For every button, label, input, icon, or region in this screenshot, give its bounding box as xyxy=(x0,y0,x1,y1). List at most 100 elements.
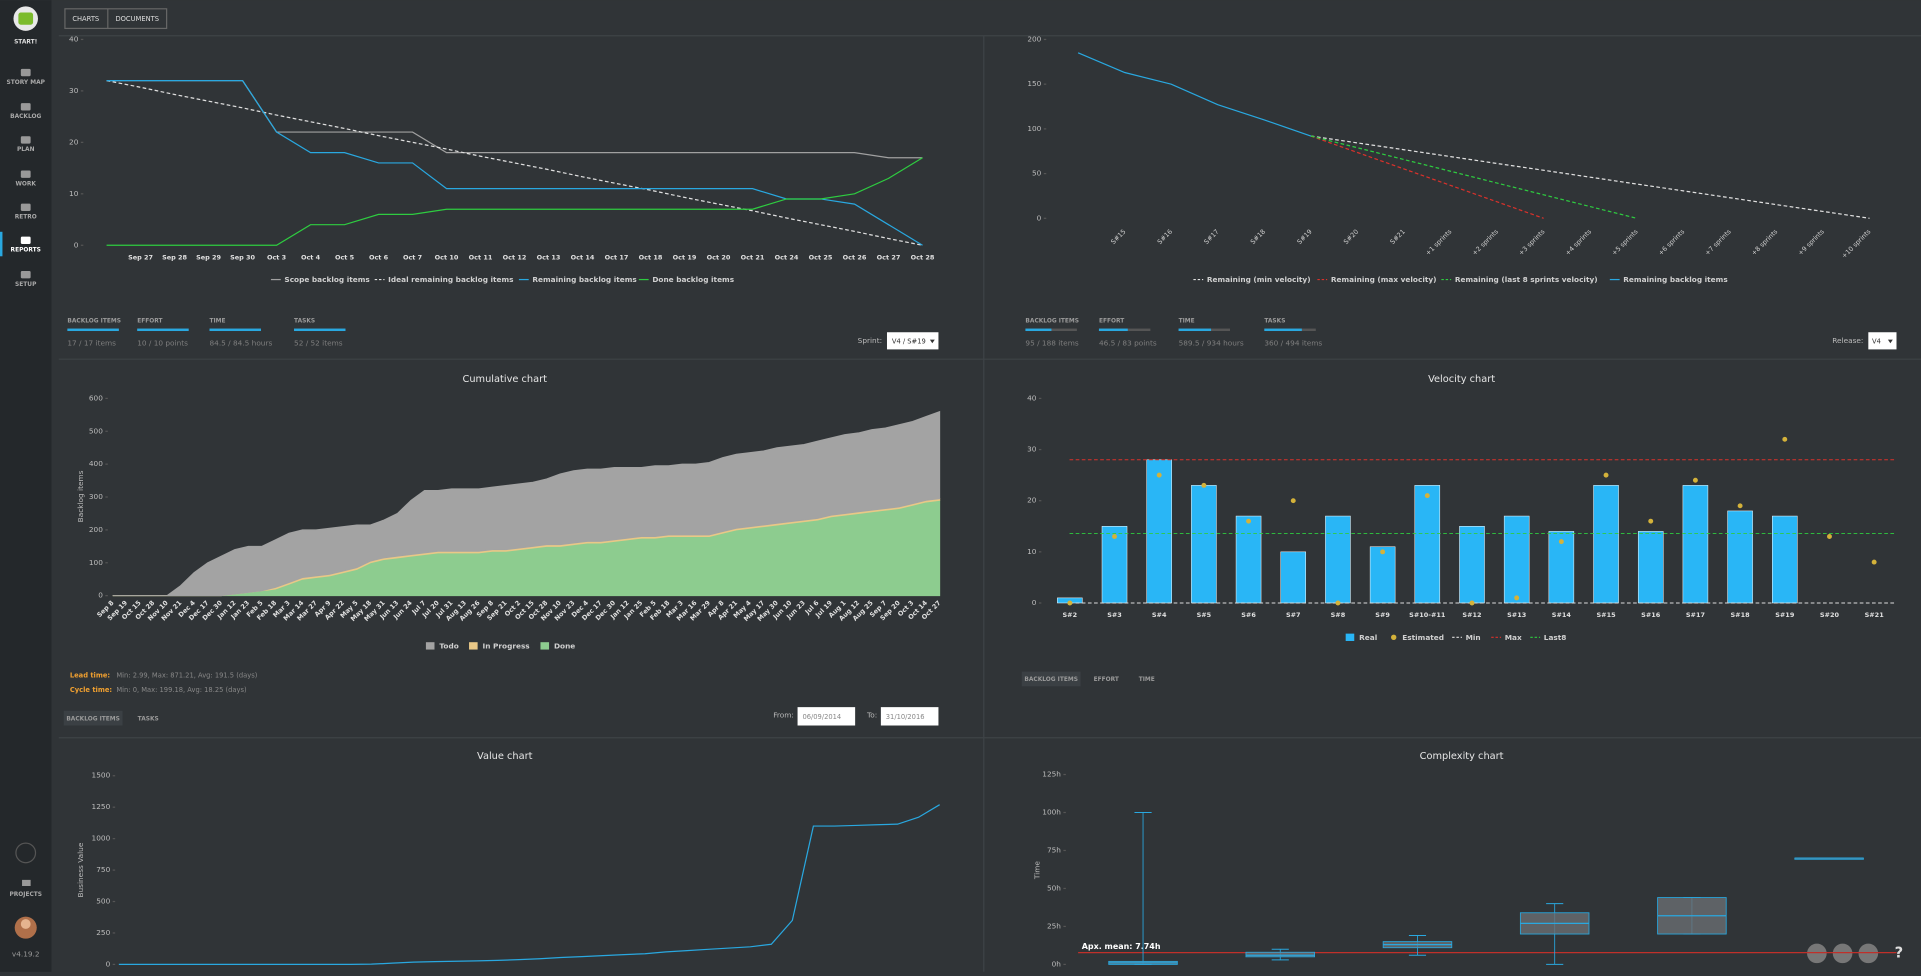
y-tick-label: 100h xyxy=(1042,807,1061,816)
estimate-dot xyxy=(1827,534,1832,539)
tab[interactable]: BACKLOG ITEMS xyxy=(1024,677,1078,683)
y-tick-label: 40 xyxy=(1027,393,1037,402)
y-tick-label: 30 xyxy=(69,86,79,95)
y-tick-label: 125h xyxy=(1042,770,1061,779)
legend-label[interactable]: Remaining backlog items xyxy=(1623,275,1728,284)
estimate-dot xyxy=(1424,493,1430,499)
tile-bar xyxy=(1025,328,1052,332)
y-tick-label: 750 xyxy=(96,865,110,874)
to-label: To: xyxy=(866,711,877,720)
bar xyxy=(1727,510,1753,604)
line-series xyxy=(1310,135,1544,219)
tab[interactable]: TIME xyxy=(1139,677,1155,683)
nav-item[interactable]: SETUP xyxy=(15,282,37,288)
nav-item[interactable]: PLAN xyxy=(17,147,35,153)
nav-item[interactable]: STORY MAP xyxy=(7,80,46,86)
to-input[interactable] xyxy=(880,707,939,726)
tile-bar xyxy=(1178,328,1212,332)
bar xyxy=(1459,526,1485,604)
nav-item[interactable]: REPORTS xyxy=(11,248,41,254)
legend-label[interactable]: In Progress xyxy=(483,641,531,650)
y-tick-label: 30 xyxy=(1027,445,1037,454)
help[interactable]: ? xyxy=(1895,944,1904,961)
x-tick-label: Oct 24 xyxy=(775,254,799,262)
legend-swatch xyxy=(1345,633,1355,641)
x-tick-label: Oct 3 xyxy=(267,254,286,262)
legend-swatch xyxy=(469,642,478,650)
lead-label: Lead time: xyxy=(70,671,110,679)
legend-label[interactable]: Remaining (max velocity) xyxy=(1331,275,1437,284)
cycle-label: Cycle time: xyxy=(70,686,112,694)
line-series xyxy=(106,157,923,246)
tile-bar xyxy=(67,328,119,332)
legend-label[interactable]: Real xyxy=(1359,633,1377,642)
legend-label[interactable]: Remaining (min velocity) xyxy=(1207,275,1311,284)
legend-label[interactable]: Done xyxy=(554,641,575,650)
chart-title: Value chart xyxy=(477,751,533,762)
estimate-dot xyxy=(1648,518,1654,524)
fab[interactable] xyxy=(1807,943,1827,964)
tile-bar xyxy=(1098,328,1128,332)
y-tick-label: 0 xyxy=(1032,598,1037,607)
estimate-dot xyxy=(1603,472,1609,478)
sidebar-icon[interactable] xyxy=(15,842,37,864)
area-series xyxy=(112,410,941,597)
legend-label[interactable]: Min xyxy=(1466,633,1481,642)
nav-icon xyxy=(20,136,31,144)
sprint-select[interactable] xyxy=(886,332,939,350)
legend-label[interactable]: Remaining backlog items xyxy=(532,275,637,284)
nav-active xyxy=(0,231,3,257)
legend-label[interactable]: Scope backlog items xyxy=(284,275,370,284)
to-value[interactable]: 31/10/2016 xyxy=(886,713,925,721)
tab[interactable]: EFFORT xyxy=(1094,677,1119,683)
y-tick-label: 75h xyxy=(1047,845,1061,854)
from-value[interactable]: 06/09/2014 xyxy=(802,713,841,721)
y-tick-label: 300 xyxy=(89,492,103,501)
nav-item[interactable]: RETRO xyxy=(15,215,37,221)
x-tick-label: S#4 xyxy=(1152,611,1167,619)
legend-label[interactable]: Max xyxy=(1505,633,1522,642)
release-select[interactable] xyxy=(1868,332,1897,350)
x-tick-label: S#15 xyxy=(1596,611,1616,619)
fab[interactable] xyxy=(1832,943,1853,964)
legend-label[interactable]: Ideal remaining backlog items xyxy=(388,275,514,284)
x-tick-label: Sep 30 xyxy=(230,254,255,262)
x-tick-label: S#21 xyxy=(1865,611,1885,619)
tile-value: 17 / 17 items xyxy=(67,338,116,347)
select-value[interactable]: V4 xyxy=(1872,337,1881,345)
legend-label[interactable]: Last8 xyxy=(1544,633,1567,642)
tab[interactable]: DOCUMENTS xyxy=(115,15,159,23)
tile-label: BACKLOG ITEMS xyxy=(67,319,121,325)
legend-label[interactable]: Todo xyxy=(439,641,458,650)
y-tick-label: 50 xyxy=(1032,169,1042,178)
tab[interactable]: CHARTS xyxy=(72,15,99,23)
legend-label[interactable]: Estimated xyxy=(1402,633,1444,642)
chart-title: Cumulative chart xyxy=(463,374,548,385)
bar xyxy=(1146,459,1172,604)
estimate-dot xyxy=(1067,600,1073,606)
x-tick-label: Oct 18 xyxy=(639,254,663,262)
caret xyxy=(1887,339,1893,344)
estimate-dot xyxy=(1290,498,1296,504)
select-label: Release: xyxy=(1832,336,1863,345)
legend-label[interactable]: Done backlog items xyxy=(652,275,734,284)
from-input[interactable] xyxy=(797,707,856,726)
nav-item[interactable]: BACKLOG xyxy=(10,114,41,120)
estimate-dot xyxy=(1558,539,1564,545)
tab[interactable]: TASKS xyxy=(138,716,159,722)
estimate-dot xyxy=(1246,518,1252,524)
tile-value: 10 / 10 points xyxy=(137,338,188,347)
fab[interactable] xyxy=(1858,943,1879,964)
projects[interactable]: PROJECTS xyxy=(9,892,42,898)
x-tick-label: Oct 28 xyxy=(911,254,935,262)
legend-swatch xyxy=(425,642,435,650)
x-tick-label: S#5 xyxy=(1197,611,1212,619)
nav-item[interactable]: WORK xyxy=(15,182,36,188)
x-tick-label: Oct 14 xyxy=(571,254,595,262)
nav-icon xyxy=(20,170,31,178)
tab[interactable]: BACKLOG ITEMS xyxy=(66,716,120,722)
y-tick-label: 500 xyxy=(96,897,110,906)
select-value[interactable]: V4 / S#19 xyxy=(892,337,926,345)
logo-label[interactable]: START! xyxy=(14,39,37,45)
legend-label[interactable]: Remaining (last 8 sprints velocity) xyxy=(1455,275,1598,284)
